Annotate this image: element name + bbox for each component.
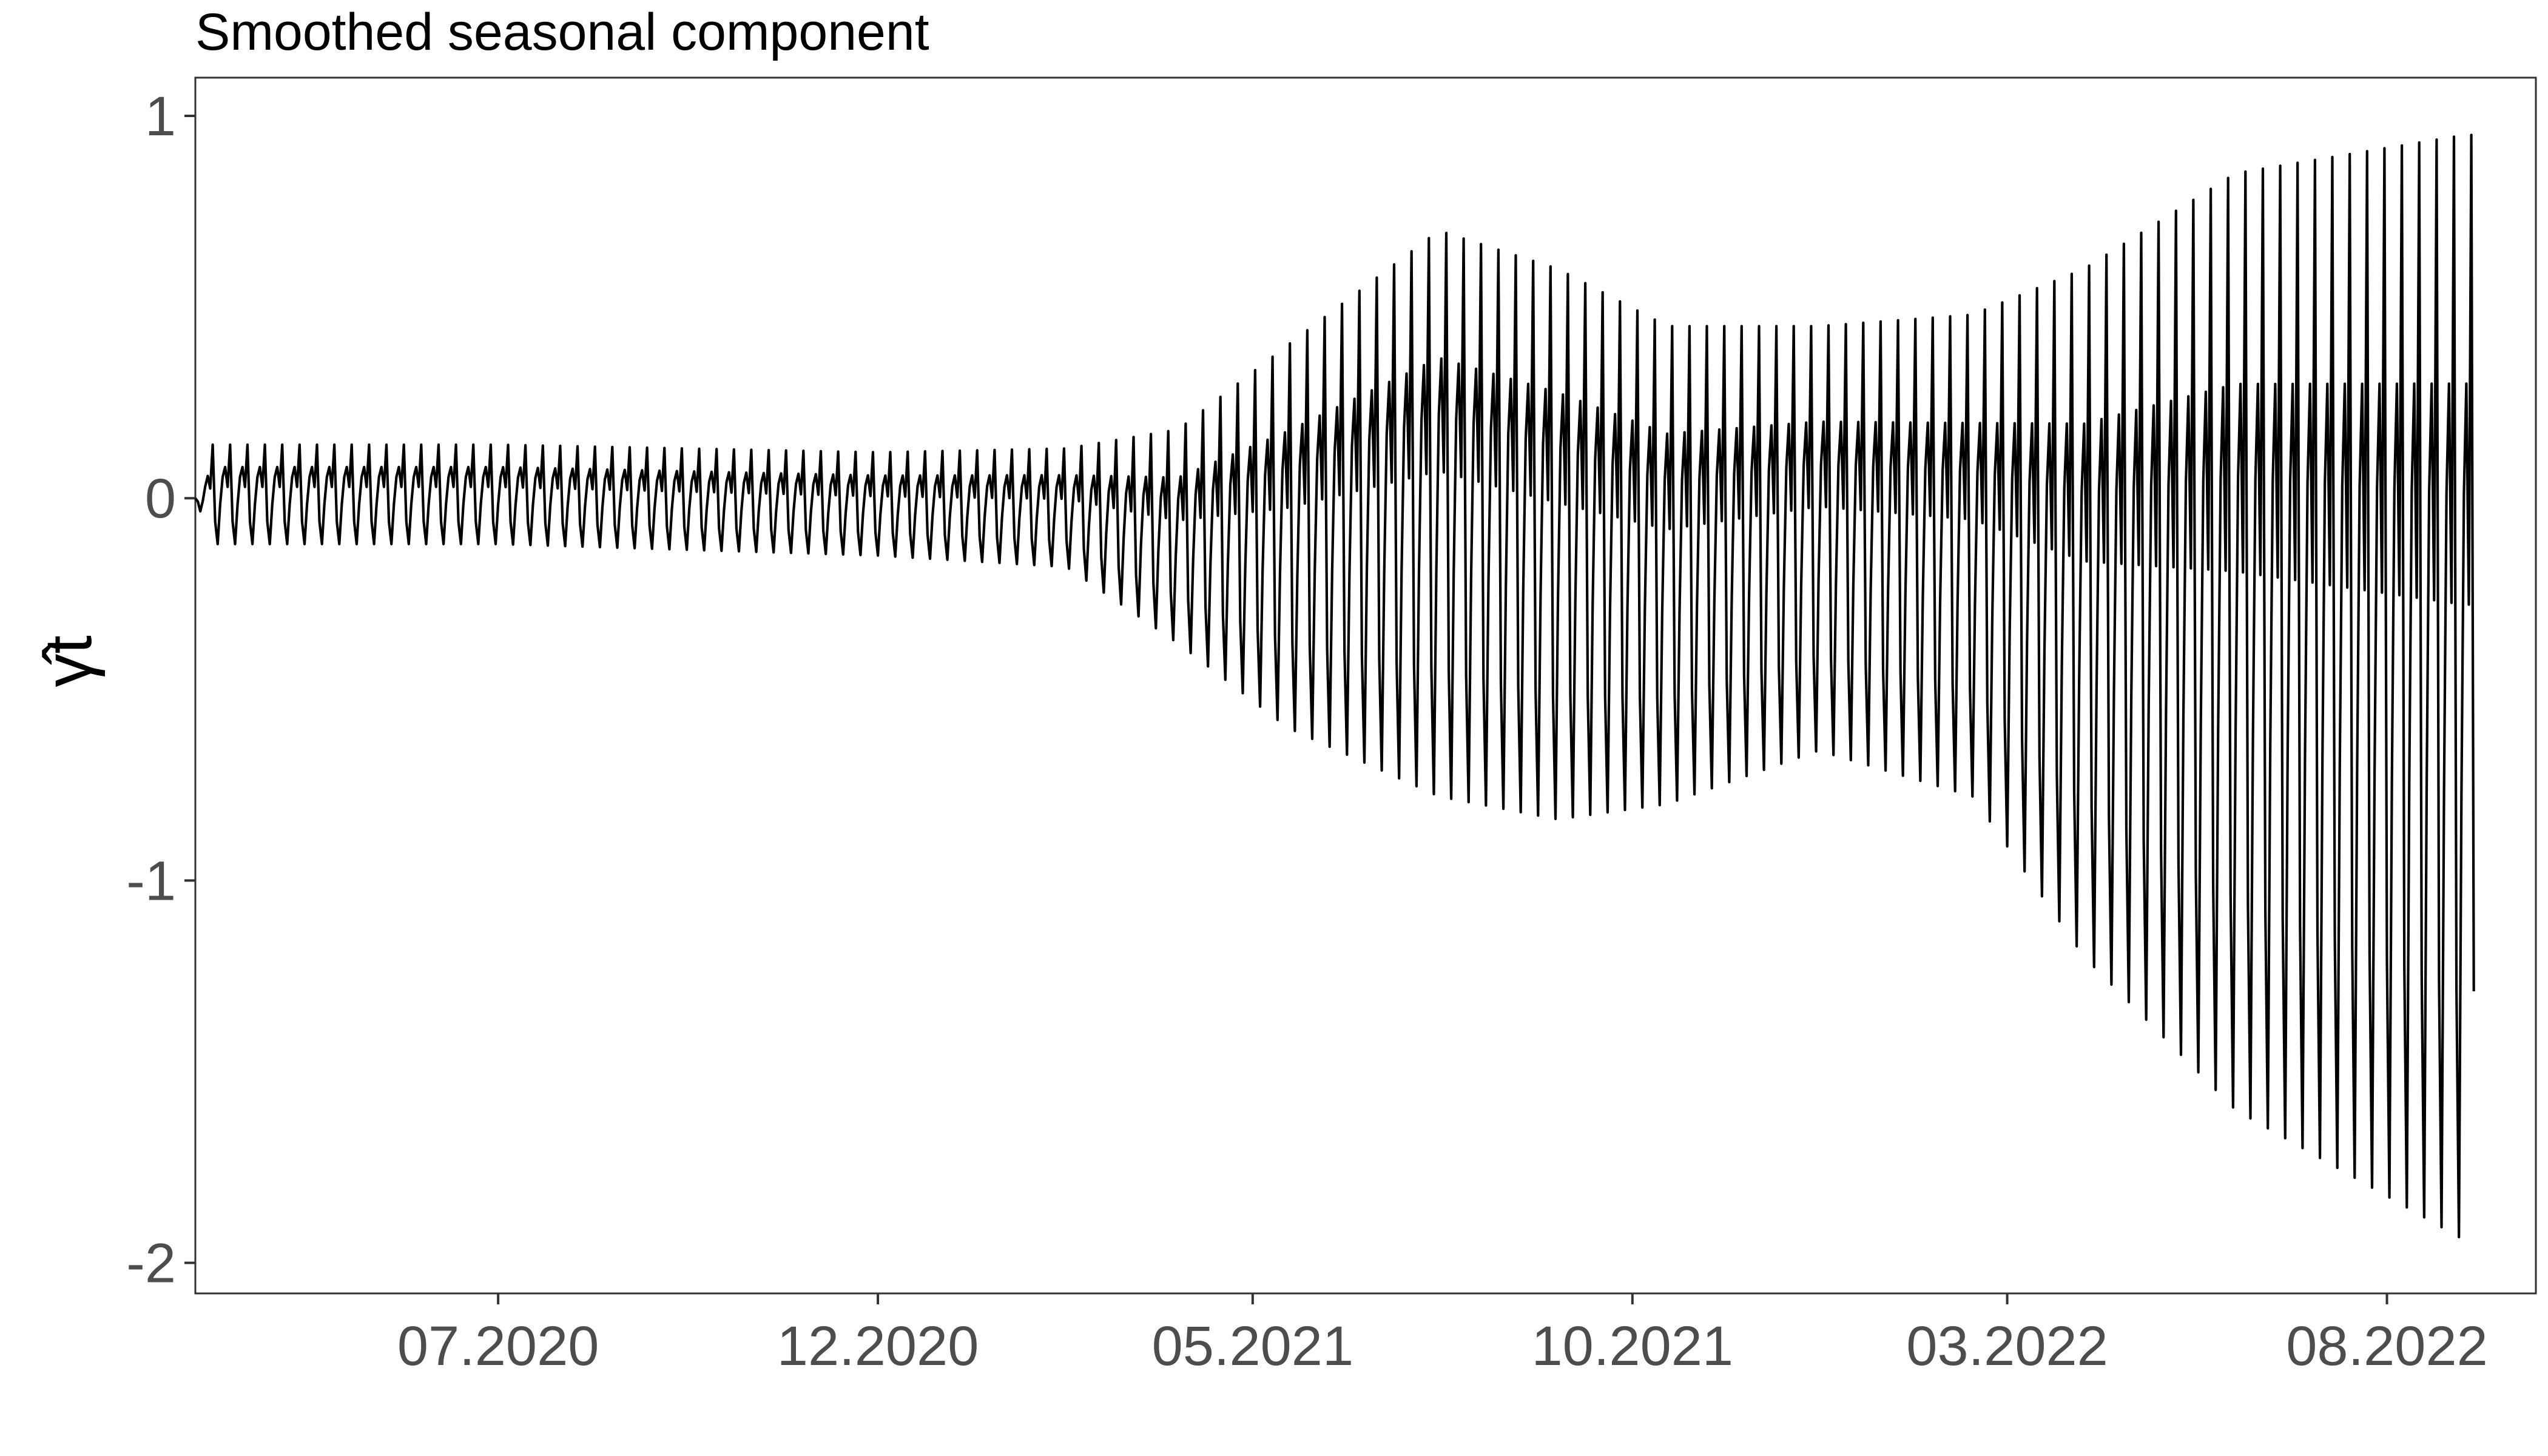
y-axis: 1 0 -1 -2 [126,86,195,1295]
x-tick-label: 12.2020 [777,1315,979,1377]
x-tick-label: 05.2021 [1152,1315,1354,1377]
x-tick-label: 08.2022 [2286,1315,2488,1377]
x-tick-label: 03.2022 [1906,1315,2108,1377]
x-axis: 07.2020 12.2020 05.2021 10.2021 03.2022 08.20… [397,1293,2488,1377]
y-tick-label: -1 [126,850,176,912]
seasonal-series-line [194,133,2475,1239]
y-tick-label: 0 [145,468,176,530]
y-tick-label: -2 [126,1233,176,1295]
y-axis-label: γ̂t [31,635,106,687]
chart-title: Smoothed seasonal component [195,3,929,61]
x-tick-label: 07.2020 [397,1315,599,1377]
y-tick-label: 1 [145,86,176,147]
x-tick-label: 10.2021 [1532,1315,1734,1377]
